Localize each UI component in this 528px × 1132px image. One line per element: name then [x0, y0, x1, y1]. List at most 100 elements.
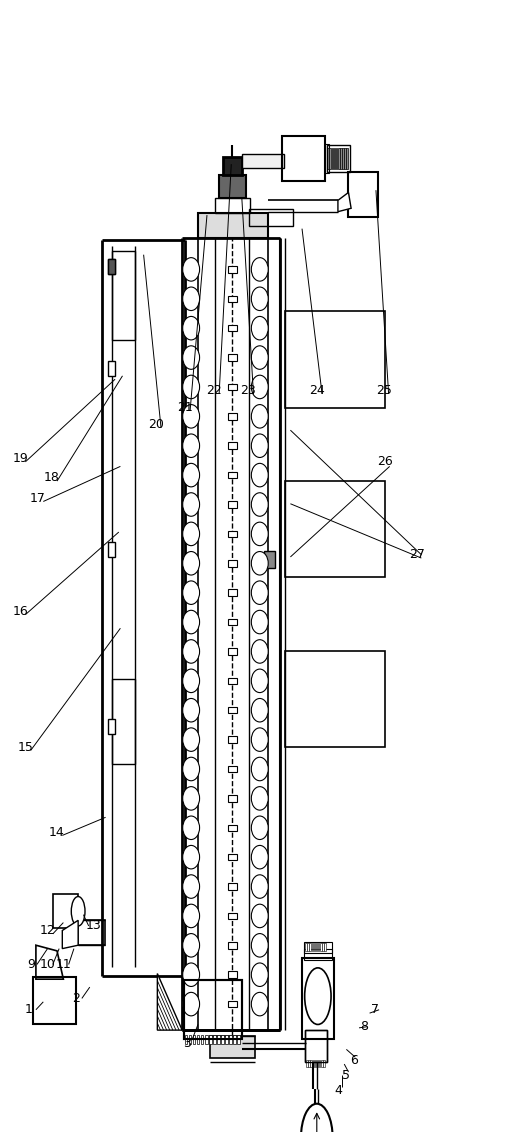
Bar — [228, 854, 237, 860]
Bar — [228, 560, 237, 566]
Ellipse shape — [183, 522, 200, 546]
Text: 27: 27 — [409, 548, 425, 561]
Bar — [228, 501, 237, 508]
Text: 15: 15 — [17, 740, 33, 754]
Text: 8: 8 — [360, 1020, 369, 1034]
Bar — [228, 295, 237, 302]
Bar — [264, 551, 275, 568]
Ellipse shape — [251, 934, 268, 957]
Ellipse shape — [251, 846, 268, 869]
Ellipse shape — [251, 345, 268, 369]
Text: 22: 22 — [206, 384, 222, 397]
Ellipse shape — [251, 640, 268, 663]
Ellipse shape — [251, 816, 268, 840]
Bar — [312, 943, 313, 951]
Text: 2: 2 — [73, 992, 80, 1005]
Bar — [323, 1060, 325, 1067]
Ellipse shape — [183, 345, 200, 369]
Text: 9: 9 — [28, 958, 35, 971]
Bar — [228, 649, 237, 654]
Text: 20: 20 — [148, 418, 164, 431]
Bar — [310, 1060, 312, 1067]
Text: 19: 19 — [12, 452, 28, 465]
Text: 14: 14 — [49, 825, 65, 839]
Text: 25: 25 — [376, 384, 392, 397]
Text: 24: 24 — [309, 384, 325, 397]
Bar — [334, 148, 335, 169]
Bar — [305, 1030, 327, 1062]
Ellipse shape — [251, 787, 268, 811]
Bar — [315, 1060, 316, 1067]
Ellipse shape — [251, 375, 268, 398]
Ellipse shape — [251, 904, 268, 928]
Bar — [329, 148, 331, 169]
Bar — [325, 144, 329, 173]
Ellipse shape — [251, 581, 268, 604]
Circle shape — [305, 968, 331, 1024]
Ellipse shape — [251, 288, 268, 310]
Bar — [193, 1035, 195, 1044]
Bar — [228, 678, 237, 684]
Bar — [228, 737, 237, 743]
Bar — [53, 894, 78, 928]
Bar — [221, 1035, 223, 1044]
Bar — [185, 1035, 187, 1044]
Bar — [324, 943, 326, 951]
Bar — [321, 1060, 323, 1067]
Bar — [282, 136, 325, 181]
Polygon shape — [36, 945, 63, 979]
Bar — [228, 413, 237, 420]
Bar — [316, 943, 317, 951]
Bar — [209, 1035, 212, 1044]
Bar — [198, 213, 268, 238]
Bar — [78, 920, 105, 945]
Bar — [223, 157, 242, 175]
Ellipse shape — [251, 434, 268, 457]
Ellipse shape — [183, 317, 200, 340]
Ellipse shape — [183, 904, 200, 928]
Ellipse shape — [251, 258, 268, 281]
Text: 5: 5 — [342, 1069, 350, 1082]
Bar — [285, 651, 385, 747]
Bar — [108, 542, 115, 557]
Bar — [313, 1060, 314, 1067]
Ellipse shape — [183, 640, 200, 663]
Ellipse shape — [183, 698, 200, 722]
Bar — [213, 1035, 215, 1044]
Text: 21: 21 — [177, 401, 193, 414]
Ellipse shape — [251, 669, 268, 693]
Bar — [307, 943, 309, 951]
Bar — [228, 708, 237, 713]
Bar — [228, 971, 237, 978]
Ellipse shape — [251, 610, 268, 634]
Bar — [108, 361, 115, 376]
Bar — [348, 172, 378, 217]
Polygon shape — [157, 974, 182, 1030]
Bar — [205, 1035, 208, 1044]
Bar — [108, 719, 115, 734]
Text: 1: 1 — [25, 1003, 33, 1017]
Ellipse shape — [183, 463, 200, 487]
Bar — [228, 384, 237, 391]
Bar — [201, 1035, 203, 1044]
Bar — [217, 1035, 220, 1044]
Ellipse shape — [183, 288, 200, 310]
Bar — [228, 912, 237, 919]
Ellipse shape — [183, 404, 200, 428]
Bar — [285, 481, 385, 577]
Ellipse shape — [183, 610, 200, 634]
Text: 11: 11 — [55, 958, 71, 971]
Bar — [338, 148, 340, 169]
Bar — [229, 1035, 232, 1044]
Ellipse shape — [183, 816, 200, 840]
Text: 6: 6 — [350, 1054, 357, 1067]
Ellipse shape — [251, 993, 268, 1015]
Text: 13: 13 — [86, 919, 102, 933]
Bar — [228, 795, 237, 801]
Text: 26: 26 — [378, 455, 393, 469]
Bar — [108, 259, 115, 274]
Bar — [309, 943, 311, 951]
Text: 10: 10 — [40, 958, 55, 971]
Bar — [346, 148, 348, 169]
Bar — [228, 765, 237, 772]
